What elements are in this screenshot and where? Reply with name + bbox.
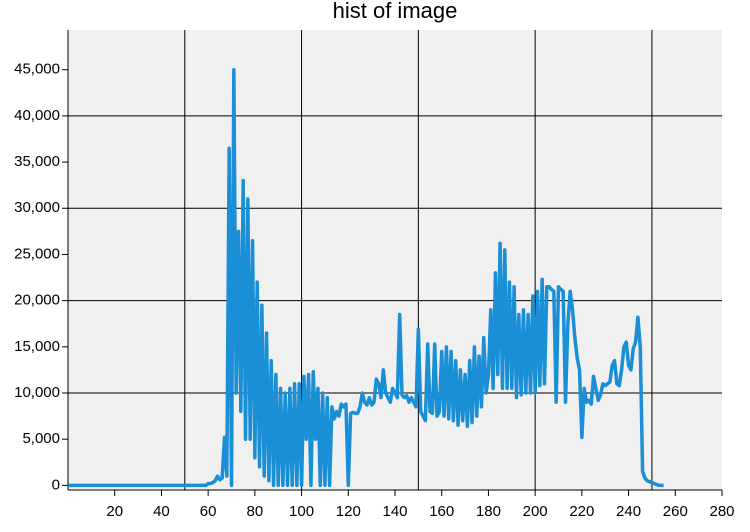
x-tick-label: 120: [336, 503, 361, 520]
y-tick-label: 15,000: [14, 338, 60, 355]
x-tick-label: 20: [106, 503, 123, 520]
x-tick-label: 180: [476, 503, 501, 520]
x-tick-label: 280: [709, 503, 734, 520]
x-tick-label: 240: [616, 503, 641, 520]
x-tick-label: 100: [289, 503, 314, 520]
chart-title: hist of image: [333, 0, 458, 23]
y-tick-label: 10,000: [14, 384, 60, 401]
x-tick-label: 80: [247, 503, 264, 520]
y-tick-label: 35,000: [14, 153, 60, 170]
plot-area: [68, 30, 722, 490]
y-tick-label: 40,000: [14, 107, 60, 124]
x-tick-label: 160: [429, 503, 454, 520]
x-tick-label: 260: [663, 503, 688, 520]
y-tick-label: 45,000: [14, 61, 60, 78]
y-tick-label: 20,000: [14, 292, 60, 309]
y-tick-label: 0: [52, 476, 60, 493]
x-tick-label: 200: [523, 503, 548, 520]
y-tick-label: 25,000: [14, 245, 60, 262]
x-tick-label: 140: [382, 503, 407, 520]
y-tick-label: 5,000: [22, 430, 60, 447]
data-line: [68, 67, 664, 488]
x-tick-label: 40: [153, 503, 170, 520]
y-tick-label: 30,000: [14, 199, 60, 216]
x-tick-label: 220: [569, 503, 594, 520]
x-tick-label: 60: [200, 503, 217, 520]
